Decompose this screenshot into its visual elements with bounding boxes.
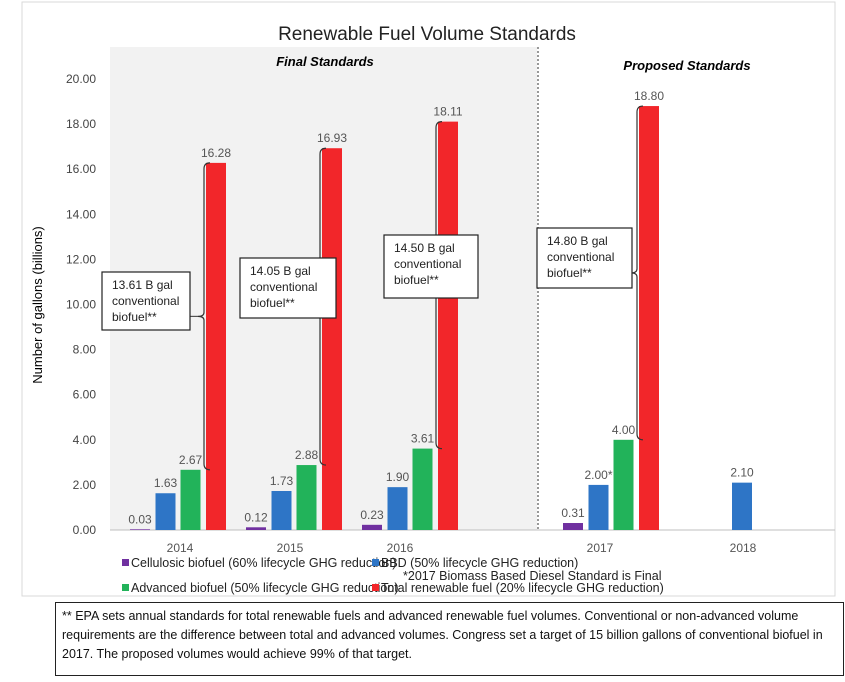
callout-text: conventional — [394, 257, 461, 271]
x-tick-label: 2014 — [167, 541, 194, 555]
data-label: 1.73 — [270, 474, 294, 488]
data-label: 1.63 — [154, 476, 178, 490]
callout-text: 14.05 B gal — [250, 264, 311, 278]
callout-text: 14.50 B gal — [394, 241, 455, 255]
callout-text: 14.80 B gal — [547, 234, 608, 248]
legend-swatch — [372, 584, 379, 591]
data-label: 0.12 — [244, 510, 268, 524]
data-label: 18.80 — [634, 89, 664, 103]
y-tick-label: 6.00 — [73, 388, 97, 402]
bar — [130, 529, 150, 530]
footnote: ** EPA sets annual standards for total r… — [55, 602, 844, 676]
callout-text: biofuel** — [112, 310, 157, 324]
callout-text: conventional — [250, 280, 317, 294]
callout-text: biofuel** — [394, 273, 439, 287]
bar — [296, 465, 317, 530]
data-label: 0.23 — [360, 508, 384, 522]
callout-text: conventional — [547, 250, 614, 264]
callout-text: conventional — [112, 294, 179, 308]
y-tick-label: 2.00 — [73, 478, 97, 492]
x-tick-label: 2016 — [387, 541, 414, 555]
legend-swatch — [122, 584, 129, 591]
y-tick-label: 10.00 — [66, 298, 96, 312]
bar — [588, 484, 609, 530]
callout-box — [536, 227, 633, 289]
y-axis-label: Number of gallons (billions) — [30, 226, 45, 384]
y-tick-label: 18.00 — [66, 117, 96, 131]
legend-label: Advanced biofuel (50% lifecycle GHG redu… — [131, 581, 399, 595]
callout-box — [383, 234, 479, 299]
legend-swatch — [122, 559, 129, 566]
bar — [438, 121, 458, 530]
data-label: 4.00 — [612, 423, 636, 437]
data-label: 2.00* — [584, 468, 612, 482]
y-tick-label: 16.00 — [66, 162, 96, 176]
bar — [613, 439, 634, 530]
data-label: 3.61 — [411, 432, 435, 446]
y-tick-label: 14.00 — [66, 207, 96, 221]
legend-label: BBD (50% lifecycle GHG reduction) — [381, 556, 578, 570]
legend-label: Cellulosic biofuel (60% lifecycle GHG re… — [131, 556, 396, 570]
bar — [563, 523, 583, 530]
legend-note: *2017 Biomass Based Diesel Standard is F… — [403, 569, 661, 583]
bar — [412, 448, 433, 530]
bar — [271, 490, 292, 530]
x-tick-label: 2015 — [277, 541, 304, 555]
y-tick-label: 0.00 — [73, 523, 97, 537]
bar — [206, 162, 226, 531]
chart-title: Renewable Fuel Volume Standards — [278, 24, 576, 45]
data-label: 16.93 — [317, 131, 347, 145]
data-label: 18.11 — [433, 105, 462, 119]
bar — [155, 493, 176, 530]
callout-box — [239, 257, 337, 319]
x-tick-label: 2017 — [587, 541, 614, 555]
legend-swatch — [372, 559, 379, 566]
callout-text: biofuel** — [250, 296, 295, 310]
bar — [732, 482, 752, 530]
y-tick-label: 4.00 — [73, 433, 97, 447]
data-label: 16.28 — [201, 146, 231, 160]
callout-text: biofuel** — [547, 266, 592, 280]
bar — [180, 469, 201, 530]
y-tick-label: 20.00 — [66, 72, 96, 86]
bar — [387, 487, 408, 530]
legend-label: Total renewable fuel (20% lifecycle GHG … — [381, 581, 664, 595]
y-tick-label: 12.00 — [66, 252, 96, 266]
y-tick-label: 8.00 — [73, 343, 97, 357]
x-tick-label: 2018 — [730, 541, 757, 555]
bar — [322, 148, 342, 530]
data-label: 0.03 — [128, 512, 152, 526]
data-label: 2.88 — [295, 448, 319, 462]
data-label: 0.31 — [561, 506, 585, 520]
callout-box — [101, 271, 191, 331]
proposed-standards-label: Proposed Standards — [623, 58, 750, 73]
data-label: 2.10 — [730, 466, 754, 480]
data-label: 1.90 — [386, 470, 410, 484]
final-standards-label: Final Standards — [276, 54, 374, 69]
bar — [639, 106, 659, 530]
bar — [362, 524, 382, 530]
data-label: 2.67 — [179, 453, 203, 467]
callout-text: 13.61 B gal — [112, 278, 173, 292]
bar — [246, 527, 266, 530]
